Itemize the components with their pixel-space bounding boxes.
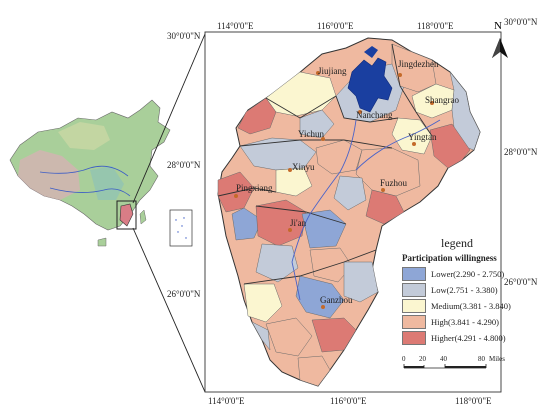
legend-item-medium: Medium(3.381 - 3.840) — [402, 298, 511, 314]
south-china-sea-inset — [169, 209, 193, 247]
legend: Lower(2.290 - 2.750) Low(2.751 - 3.380) … — [402, 266, 511, 346]
city-label-fuzhou: Fuzhou — [380, 178, 407, 188]
legend-item-label: High(3.841 - 4.290) — [431, 317, 499, 327]
legend-item-lower: Lower(2.290 - 2.750) — [402, 266, 511, 282]
legend-item-high: High(3.841 - 4.290) — [402, 314, 511, 330]
city-label-jiujiang: Jiujiang — [318, 66, 347, 76]
jiangxi-highlight — [119, 203, 134, 227]
jiangxi-highlight-box — [116, 200, 137, 230]
city-label-ganzhou: Ganzhou — [320, 295, 353, 305]
coord-right-26: 26°0'0"N — [504, 277, 538, 287]
legend-swatch — [402, 315, 426, 329]
north-arrow-icon — [492, 38, 508, 58]
legend-item-label: Low(2.751 - 3.380) — [431, 285, 498, 295]
poyang-lake — [347, 57, 393, 113]
coord-left-30: 30°0'0"N — [167, 31, 201, 41]
legend-item-label: Higher(4.291 - 4.800) — [431, 333, 506, 343]
legend-swatch — [402, 267, 426, 281]
city-label-yingtan: Yingtan — [408, 132, 437, 142]
city-label-jian: Ji'an — [290, 218, 307, 228]
scale-unit: Miles — [489, 355, 505, 363]
scale-tick-80: 80 — [478, 355, 485, 363]
coord-bottom-114: 114°0'0"E — [208, 396, 245, 406]
hainan-island — [97, 237, 107, 247]
legend-title: legend — [441, 236, 473, 250]
taiwan-island — [139, 209, 147, 225]
legend-item-label: Medium(3.381 - 3.840) — [431, 301, 511, 311]
coord-left-28: 28°0'0"N — [167, 160, 201, 170]
city-label-xinyu: Xinyu — [292, 162, 315, 172]
north-label: N — [494, 20, 502, 32]
scale-tick-0: 0 — [402, 355, 406, 363]
city-label-pingxiang: Pingxiang — [236, 183, 273, 193]
coord-top-114: 114°0'0"E — [217, 21, 254, 31]
legend-swatch — [402, 299, 426, 313]
city-label-jingdezhen: Jingdezhen — [398, 59, 439, 69]
scale-tick-40: 40 — [440, 355, 447, 363]
legend-subtitle: Participation willingness — [402, 253, 497, 263]
legend-item-higher: Higher(4.291 - 4.800) — [402, 330, 511, 346]
coord-right-28: 28°0'0"N — [504, 147, 538, 157]
coord-bottom-116: 116°0'0"E — [330, 396, 367, 406]
coord-bottom-118: 118°0'0"E — [455, 396, 492, 406]
coord-right-30: 30°0'0"N — [504, 17, 538, 27]
legend-item-label: Lower(2.290 - 2.750) — [431, 269, 505, 279]
coord-top-118: 118°0'0"E — [417, 21, 454, 31]
legend-swatch — [402, 283, 426, 297]
legend-item-low: Low(2.751 - 3.380) — [402, 282, 511, 298]
legend-swatch — [402, 331, 426, 345]
scale-tick-20: 20 — [419, 355, 426, 363]
coord-left-26: 26°0'0"N — [167, 289, 201, 299]
coord-top-116: 116°0'0"E — [317, 21, 354, 31]
city-label-nanchang: Nanchang — [356, 110, 393, 120]
city-label-shangrao: Shangrao — [425, 95, 459, 105]
city-label-yichun: Yichun — [298, 129, 324, 139]
